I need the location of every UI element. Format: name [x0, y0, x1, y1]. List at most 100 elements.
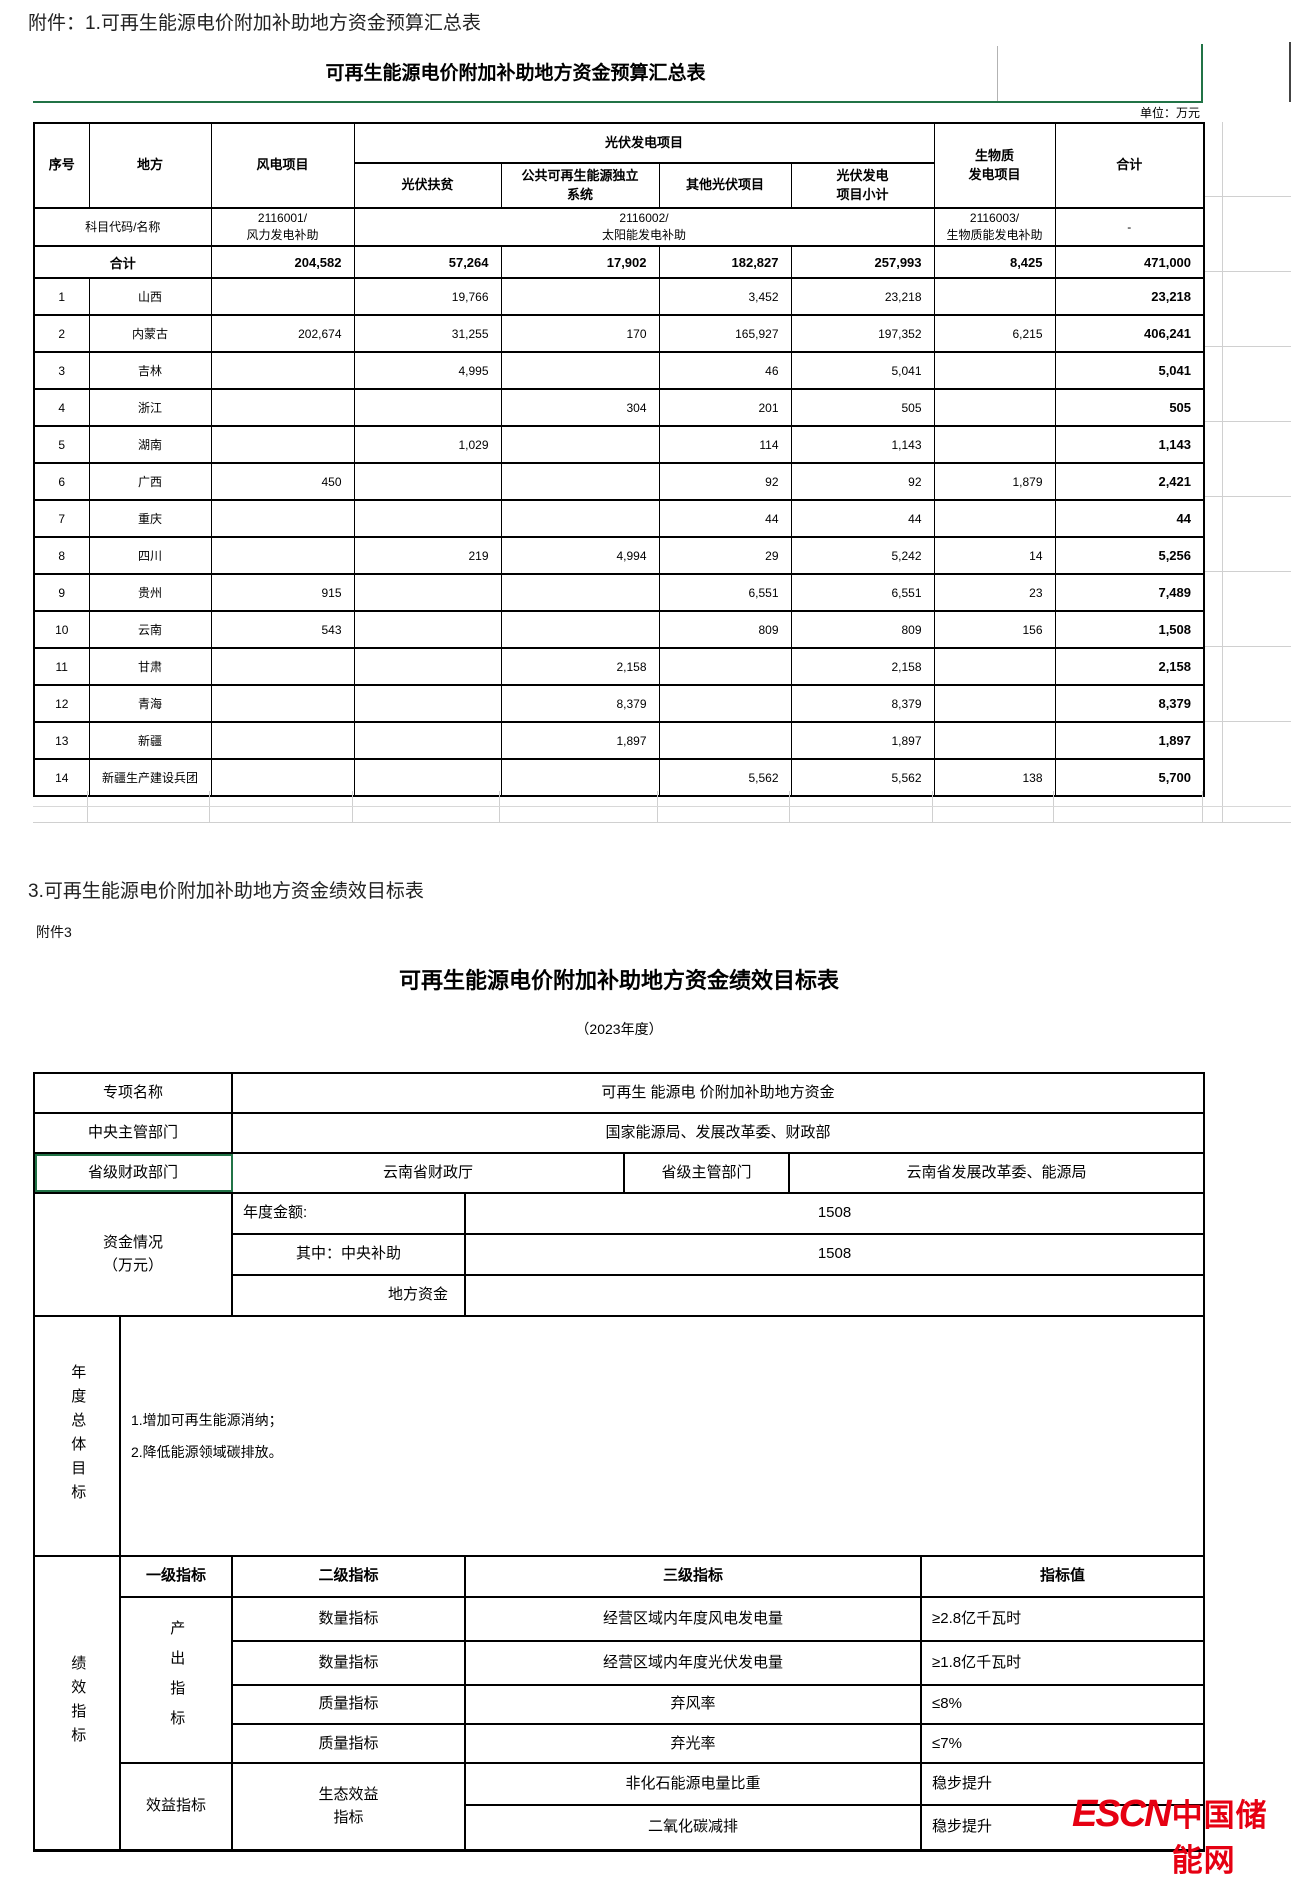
cell-biomass: 23 [933, 573, 1056, 612]
row-indicators: 绩效指标 一级指标 二级指标 三级指标 指标值 产出指标 数量指标 经营区域内年… [35, 1557, 1203, 1849]
cell-region: 湖南 [88, 425, 212, 464]
cell-pv-other: 6,551 [658, 573, 792, 612]
cell-pv-public [500, 573, 660, 612]
table-row: 2 内蒙古 202,674 31,255 170 165,927 197,352 6,215 4… [33, 314, 1205, 353]
cell-total: 5,041 [1054, 351, 1205, 390]
cell-wind: 543 [210, 610, 355, 649]
cell-total: 5,700 [1054, 758, 1205, 797]
table-row: 10 云南 543 809 809 156 1,508 [33, 610, 1205, 649]
cell-pv-subtotal: 5,562 [790, 758, 935, 797]
cell-pv-poverty [353, 721, 502, 760]
indicators-label: 绩效指标 [69, 1655, 87, 1751]
total-pv-public: 17,902 [500, 245, 660, 279]
eco-benefit-label: 生态效益 指标 [233, 1764, 466, 1849]
annual-goal-label: 年度总体目标 [69, 1364, 87, 1508]
header-pv-subtotal: 光伏发电 项目小计 [790, 162, 935, 209]
indicator-value: ≥1.8亿千瓦时 [932, 1653, 1022, 1671]
cell-seq: 6 [33, 462, 90, 501]
cell-total: 5,256 [1054, 536, 1205, 575]
total-pv-subtotal: 257,993 [790, 245, 935, 279]
indicator-value: ≤7% [932, 1735, 962, 1753]
cell-pv-public: 2,158 [500, 647, 660, 686]
unit-note: 单位：万元 [1139, 106, 1200, 120]
project-name-label: 专项名称 [35, 1074, 233, 1112]
cell-pv-other: 44 [658, 499, 792, 538]
performance-table: 专项名称 可再生 能源电 价附加补助地方资金 中央主管部门 国家能源局、发展改革… [33, 1072, 1205, 1852]
funds-central-value: 1508 [817, 1245, 852, 1263]
cell-wind: 450 [210, 462, 355, 501]
cell-region: 云南 [88, 610, 212, 649]
row-funds: 资金情况 （万元） 年度金额: 1508 其中：中央补助 1508 地方资金 [35, 1194, 1203, 1317]
cell-seq: 11 [33, 647, 90, 686]
total-total: 471,000 [1054, 245, 1205, 279]
cell-pv-public [500, 610, 660, 649]
cell-wind [210, 425, 355, 464]
header-pv-group: 光伏发电项目 [353, 122, 935, 164]
cell-wind: 202,674 [210, 314, 355, 353]
cell-wind [210, 499, 355, 538]
cell-pv-other: 165,927 [658, 314, 792, 353]
cell-pv-poverty [353, 462, 502, 501]
indicator-row: 质量指标 弃光率 ≤7% [233, 1725, 1203, 1764]
funds-central-label: 其中：中央补助 [233, 1235, 466, 1274]
budget-summary-table: 序号 地方 风电项目 光伏发电项目 生物质 发电项目 合计 光伏扶贫 公共可再生… [33, 122, 1206, 797]
cell-wind [210, 536, 355, 575]
cell-pv-public [500, 499, 660, 538]
cell-region: 新疆生产建设兵团 [88, 758, 212, 797]
header-biomass: 生物质 发电项目 [933, 122, 1056, 209]
indicator-row: 数量指标 经营区域内年度光伏发电量 ≥1.8亿千瓦时 [233, 1642, 1203, 1686]
benefit-indicator-group: 效益指标 生态效益 指标 非化石能源电量比重 稳步提升 二氧化碳减排 [121, 1764, 1203, 1849]
indicator-l3: 弃光率 [466, 1725, 922, 1764]
indicator-l3: 弃风率 [466, 1686, 922, 1723]
header-l2: 二级指标 [233, 1557, 466, 1596]
header-wind: 风电项目 [210, 122, 355, 209]
excel-gridlines-below [33, 791, 1291, 823]
funds-annual-label: 年度金额: [233, 1194, 466, 1233]
cell-biomass: 14 [933, 536, 1056, 575]
cell-wind [210, 721, 355, 760]
cell-pv-poverty: 19,766 [353, 277, 502, 316]
indicator-l3: 经营区域内年度光伏发电量 [466, 1642, 922, 1684]
cell-pv-subtotal: 23,218 [790, 277, 935, 316]
table-row: 12 青海 8,379 8,379 8,379 [33, 684, 1205, 723]
cell-total: 7,489 [1054, 573, 1205, 612]
excel-gridlines-right [1205, 122, 1291, 791]
cell-biomass: 156 [933, 610, 1056, 649]
escn-logo: ESCN 中国储能网 [1072, 1790, 1297, 1880]
cell-region: 内蒙古 [88, 314, 212, 353]
cell-pv-subtotal: 6,551 [790, 573, 935, 612]
cell-region: 吉林 [88, 351, 212, 390]
funds-annual-value: 1508 [817, 1204, 852, 1222]
grand-total-row: 合计 204,582 57,264 17,902 182,827 257,993… [33, 245, 1205, 279]
row-annual-goal: 年度总体目标 1.增加可再生能源消纳； 2.降低能源领域碳排放。 [35, 1317, 1203, 1557]
row-project-name: 专项名称 可再生 能源电 价附加补助地方资金 [35, 1074, 1203, 1114]
cell-seq: 2 [33, 314, 90, 353]
header-region: 地方 [88, 122, 212, 209]
indicator-l2: 质量指标 [233, 1725, 466, 1764]
subject-pv: 2116002/ 太阳能发电补助 [353, 207, 935, 247]
cell-biomass [933, 425, 1056, 464]
indicator-l3: 非化石能源电量比重 [466, 1764, 922, 1804]
funds-annual-row: 年度金额: 1508 [233, 1194, 1203, 1235]
print-area-border-horizontal [33, 101, 1203, 103]
escn-logo-cn: 中国储能网 [1171, 1798, 1268, 1878]
cell-biomass [933, 351, 1056, 390]
cell-total: 1,508 [1054, 610, 1205, 649]
indicators-header-row: 一级指标 二级指标 三级指标 指标值 [121, 1557, 1203, 1598]
indicator-row: 二氧化碳减排 稳步提升 [466, 1806, 1203, 1849]
cell-pv-other: 114 [658, 425, 792, 464]
indicator-l2: 数量指标 [233, 1642, 466, 1684]
total-wind: 204,582 [210, 245, 355, 279]
total-pv-poverty: 57,264 [353, 245, 502, 279]
table-row: 9 贵州 915 6,551 6,551 23 7,489 [33, 573, 1205, 612]
cell-seq: 8 [33, 536, 90, 575]
indicator-l3: 二氧化碳减排 [466, 1806, 922, 1849]
cell-pv-other: 3,452 [658, 277, 792, 316]
cell-pv-poverty: 219 [353, 536, 502, 575]
project-name-value: 可再生 能源电 价附加补助地方资金 [601, 1083, 835, 1101]
header-pv-public: 公共可再生能源独立 系统 [500, 162, 660, 209]
cell-biomass: 6,215 [933, 314, 1056, 353]
cell-region: 广西 [88, 462, 212, 501]
cell-biomass [933, 684, 1056, 723]
cell-region: 甘肃 [88, 647, 212, 686]
